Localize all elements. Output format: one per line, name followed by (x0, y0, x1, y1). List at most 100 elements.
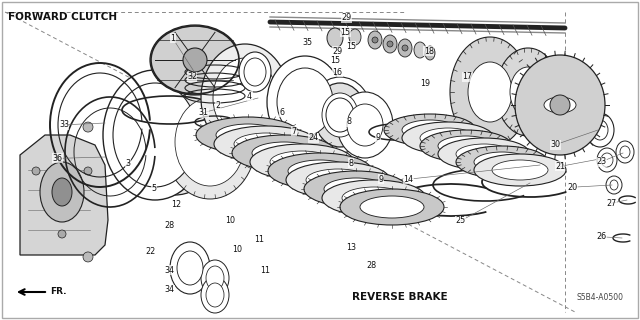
Text: 8: 8 (346, 117, 351, 126)
Ellipse shape (103, 70, 207, 200)
Text: 29: 29 (332, 47, 342, 56)
Ellipse shape (314, 83, 366, 147)
Text: 9: 9 (375, 133, 380, 142)
Text: 14: 14 (403, 175, 413, 184)
Ellipse shape (474, 154, 566, 186)
Ellipse shape (510, 67, 546, 117)
Ellipse shape (438, 136, 494, 156)
Ellipse shape (164, 85, 256, 199)
Ellipse shape (288, 160, 352, 182)
Text: 29: 29 (342, 13, 352, 22)
Text: 12: 12 (171, 200, 181, 209)
Text: 15: 15 (330, 56, 340, 65)
Text: 17: 17 (462, 72, 472, 81)
Text: 5: 5 (151, 184, 156, 193)
Ellipse shape (597, 148, 617, 172)
Text: 20: 20 (568, 183, 578, 192)
Text: 6: 6 (279, 108, 284, 116)
Text: 36: 36 (52, 154, 63, 163)
Ellipse shape (456, 144, 512, 164)
Ellipse shape (620, 146, 630, 158)
Text: 27: 27 (606, 199, 616, 208)
Text: 18: 18 (424, 47, 434, 56)
Ellipse shape (515, 55, 605, 155)
Text: 10: 10 (225, 216, 236, 225)
Text: 11: 11 (260, 266, 271, 275)
Ellipse shape (337, 92, 393, 158)
Text: 24: 24 (308, 133, 319, 142)
Ellipse shape (170, 242, 210, 294)
Ellipse shape (326, 98, 354, 132)
Ellipse shape (601, 153, 613, 167)
Text: 33: 33 (59, 120, 69, 129)
Ellipse shape (360, 196, 424, 218)
Text: 26: 26 (596, 232, 607, 241)
Ellipse shape (383, 35, 397, 53)
Circle shape (32, 167, 40, 175)
Text: 9: 9 (378, 175, 383, 184)
Ellipse shape (308, 77, 372, 153)
Circle shape (372, 37, 378, 43)
Ellipse shape (113, 83, 197, 187)
Ellipse shape (420, 128, 476, 148)
Text: 22: 22 (145, 247, 156, 256)
Ellipse shape (616, 141, 634, 163)
Ellipse shape (268, 153, 372, 189)
Ellipse shape (450, 37, 530, 147)
Ellipse shape (267, 56, 343, 148)
Circle shape (183, 48, 207, 72)
Ellipse shape (349, 29, 361, 45)
Ellipse shape (286, 162, 390, 198)
Text: 7: 7 (292, 127, 297, 136)
Text: FR.: FR. (50, 287, 67, 297)
Text: 2: 2 (215, 101, 220, 110)
Ellipse shape (340, 189, 444, 225)
Ellipse shape (250, 144, 354, 180)
Ellipse shape (425, 46, 435, 60)
Ellipse shape (214, 126, 318, 162)
Text: 16: 16 (332, 68, 342, 76)
Text: 34: 34 (164, 266, 175, 275)
Ellipse shape (544, 97, 576, 113)
Text: 35: 35 (302, 38, 312, 47)
Ellipse shape (586, 113, 614, 147)
Ellipse shape (474, 152, 530, 172)
Ellipse shape (402, 120, 458, 140)
Ellipse shape (327, 28, 343, 48)
Ellipse shape (402, 122, 494, 154)
Ellipse shape (322, 180, 426, 216)
Text: 1: 1 (170, 34, 175, 43)
Ellipse shape (252, 142, 316, 164)
Text: 32: 32 (187, 72, 197, 81)
Text: 4: 4 (247, 92, 252, 100)
Circle shape (83, 122, 93, 132)
Ellipse shape (606, 176, 622, 194)
Text: 11: 11 (254, 236, 264, 244)
Ellipse shape (201, 277, 229, 313)
Text: 21: 21 (555, 162, 565, 171)
Text: 30: 30 (550, 140, 561, 149)
Ellipse shape (468, 62, 512, 122)
Ellipse shape (368, 31, 382, 49)
Ellipse shape (40, 162, 84, 222)
Text: 25: 25 (456, 216, 466, 225)
Text: 3: 3 (125, 159, 131, 168)
Ellipse shape (196, 117, 300, 153)
Ellipse shape (206, 266, 224, 290)
Ellipse shape (496, 48, 560, 136)
Circle shape (84, 167, 92, 175)
Text: 34: 34 (164, 285, 175, 294)
Text: 13: 13 (346, 244, 356, 252)
Ellipse shape (175, 98, 245, 186)
Ellipse shape (127, 75, 223, 195)
Text: 23: 23 (596, 157, 607, 166)
Ellipse shape (206, 283, 224, 307)
Ellipse shape (592, 120, 608, 140)
Circle shape (58, 230, 66, 238)
Ellipse shape (347, 104, 383, 146)
Ellipse shape (610, 180, 618, 190)
Ellipse shape (438, 138, 530, 170)
Ellipse shape (213, 58, 277, 138)
Text: 10: 10 (232, 245, 242, 254)
Ellipse shape (244, 58, 266, 86)
